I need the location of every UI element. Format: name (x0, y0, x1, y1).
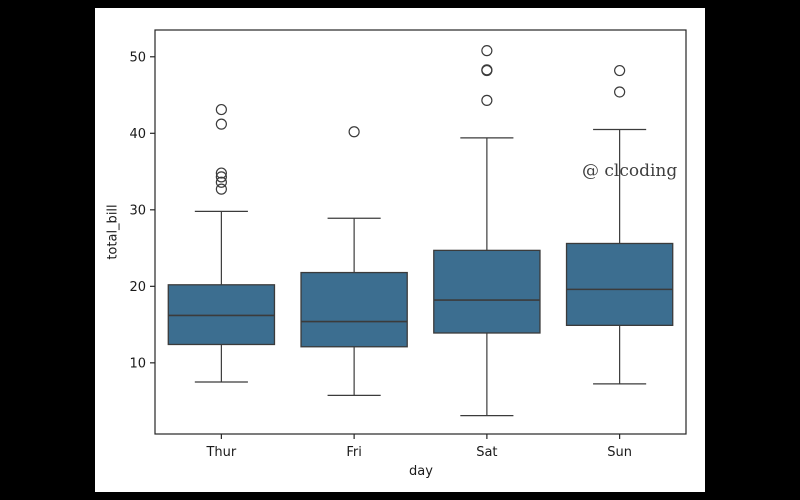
box-group-Fri (300, 126, 408, 396)
boxplot-figure: 10 20 30 40 50 Thur Fri Sat Sun total_bill day @… (95, 8, 705, 492)
x-tick-label: Sat (476, 445, 497, 460)
outlier-point (215, 171, 227, 183)
y-axis-label: total_bill (105, 204, 121, 260)
y-tick-label: 20 (129, 280, 146, 295)
box-group-Sat (433, 45, 541, 417)
x-tick-label: Thur (205, 445, 236, 460)
outlier-point (481, 94, 493, 106)
outlier-point (481, 45, 493, 57)
box-group-Sun (565, 64, 674, 385)
x-tick-label: Sun (607, 445, 632, 460)
y-tick-label: 50 (129, 50, 146, 65)
outlier-point (215, 183, 227, 195)
y-tick-label: 10 (129, 356, 146, 371)
y-tick-label: 30 (129, 203, 146, 218)
outlier-point (215, 103, 227, 116)
box-group-Thur (167, 103, 276, 383)
plot-border (154, 29, 687, 435)
outlier-point (614, 86, 626, 98)
outlier-point (348, 126, 360, 138)
x-tick-label: Fri (346, 445, 362, 460)
outlier-point (215, 167, 227, 179)
outlier-point (215, 176, 227, 188)
x-axis-label: day (409, 464, 433, 479)
outlier-point (614, 64, 626, 77)
boxplot-chart: 10 20 30 40 50 Thur Fri Sat Sun (129, 29, 687, 460)
outlier-point (481, 64, 493, 76)
outlier-point (215, 118, 227, 130)
y-tick-label: 40 (129, 127, 146, 142)
watermark-text: @ clcoding (582, 161, 678, 181)
